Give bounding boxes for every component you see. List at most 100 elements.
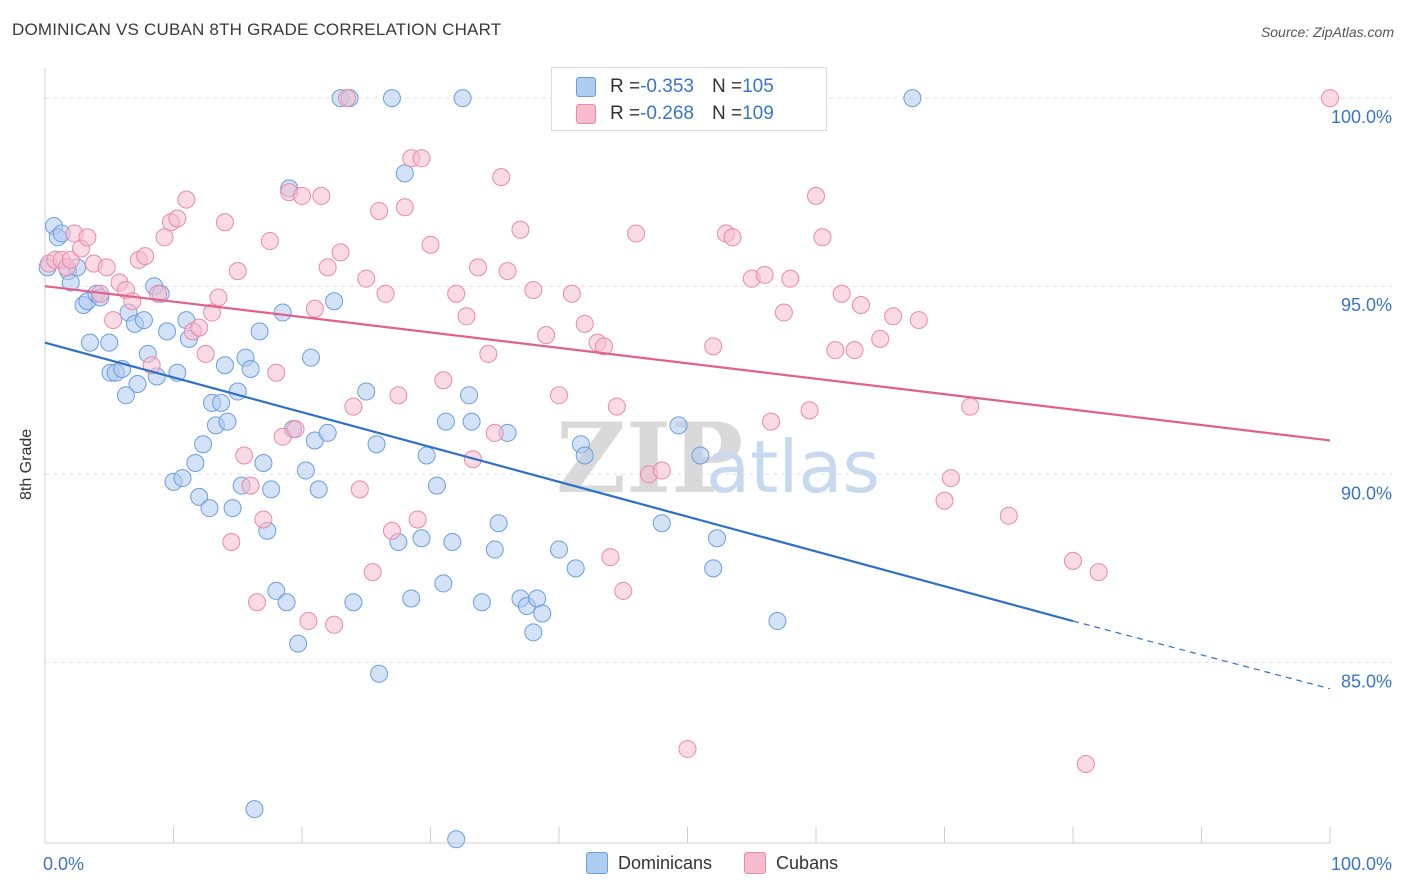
cuban-point (652, 461, 671, 480)
stats-legend: R = -0.353 N = 105 R = -0.268 N = 109 (551, 67, 827, 131)
cuban-point (337, 89, 356, 108)
dominican-point (434, 574, 453, 593)
cuban-point (627, 224, 646, 243)
cuban-point (800, 401, 819, 420)
dominican-point (652, 514, 671, 533)
stats-row-dominicans: R = -0.353 N = 105 (552, 73, 774, 101)
cuban-point (601, 548, 620, 567)
n-label: N = (711, 76, 743, 97)
cuban-point (485, 423, 504, 442)
cuban-point (832, 284, 851, 303)
watermark-atlas: atlas (706, 425, 880, 509)
y-tick-label: 90.0% (1341, 483, 1392, 503)
cuban-point (1064, 551, 1082, 570)
dominican-point (212, 393, 231, 412)
cuban-point (293, 186, 311, 205)
r-label: R = (610, 103, 641, 124)
cubans-legend-swatch (744, 852, 767, 874)
cuban-point (678, 739, 697, 758)
dominican-point (575, 446, 594, 465)
cuban-point (781, 269, 800, 288)
r-value: -0.268 (640, 103, 694, 124)
dominican-point (215, 356, 234, 375)
cuban-point (614, 581, 633, 600)
cuban-point (575, 314, 594, 333)
cuban-point (434, 371, 453, 390)
cuban-point (318, 258, 337, 277)
y-tick-label: 85.0% (1341, 671, 1392, 691)
dominican-point (277, 593, 296, 612)
dominican-point (325, 292, 344, 311)
dominican-point (524, 623, 543, 642)
n-value: 109 (742, 103, 774, 124)
source-credit: Source: ZipAtlas.com (1260, 24, 1394, 40)
dominican-point (80, 333, 99, 352)
dominican-point (200, 499, 219, 518)
legend-label: Cubans (776, 852, 839, 873)
r-label: R = (610, 76, 641, 97)
dominican-point (417, 446, 436, 465)
dominican-point (447, 830, 466, 849)
dominican-trend-line (44, 341, 1074, 623)
cuban-point (537, 326, 556, 345)
dominican-point (296, 461, 315, 480)
dominican-point (472, 593, 491, 612)
dominican-point (134, 311, 153, 330)
cuban-point (550, 386, 568, 405)
cuban-point (511, 220, 530, 239)
cuban-point (267, 363, 286, 382)
cuban-point (851, 296, 870, 315)
dominican-point (262, 480, 281, 499)
legend-item-dominicans[interactable]: Dominicans (586, 852, 712, 874)
cuban-point (357, 269, 376, 288)
cuban-point (344, 397, 363, 416)
cuban-point (299, 612, 318, 631)
tick-labels: 85.0% 90.0% 95.0% 100.0% 0.0% 100.0% (43, 107, 1392, 874)
cuban-point (389, 386, 408, 405)
cuban-point (755, 265, 774, 284)
cuban-point (248, 593, 267, 612)
cuban-point (61, 250, 80, 269)
legend-item-cubans[interactable]: Cubans (744, 852, 838, 874)
cuban-point (136, 247, 155, 266)
cuban-point (1089, 563, 1108, 582)
axes (44, 68, 1331, 844)
cuban-point (149, 284, 168, 303)
dominican-point (485, 540, 504, 559)
cuban-point (762, 412, 781, 431)
dominican-point (382, 89, 401, 108)
stats-row-cubans: R = -0.268 N = 109 (552, 100, 774, 128)
dominicans-legend-swatch (586, 852, 608, 874)
cuban-point (479, 344, 498, 363)
cuban-point (155, 228, 174, 247)
cuban-point (704, 337, 723, 356)
cuban-point (241, 476, 260, 495)
cuban-point (305, 299, 324, 318)
cuban-point (78, 228, 97, 247)
cuban-point (254, 510, 273, 529)
dominican-point (158, 322, 177, 341)
cuban-point (909, 311, 928, 330)
dominican-point (190, 487, 209, 506)
dominican-point (704, 559, 723, 578)
cubans-swatch (576, 104, 596, 124)
cuban-trend-line (44, 285, 1331, 442)
dominican-point (550, 540, 568, 559)
grid-lines (45, 97, 1392, 663)
dominican-point (708, 529, 727, 548)
cuban-point (376, 284, 395, 303)
cuban-point (447, 284, 466, 303)
cuban-point (884, 307, 903, 326)
cuban-point (935, 491, 954, 510)
dominican-point (223, 499, 242, 518)
dominican-point (462, 412, 481, 431)
cuban-point (312, 186, 331, 205)
cuban-point (350, 480, 369, 499)
dominican-point (489, 514, 508, 533)
dominican-point (367, 435, 386, 454)
n-label: N = (711, 103, 743, 124)
cuban-point (562, 284, 581, 303)
dominican-point (436, 412, 455, 431)
dominican-point (443, 533, 462, 552)
dominican-point (528, 589, 547, 608)
